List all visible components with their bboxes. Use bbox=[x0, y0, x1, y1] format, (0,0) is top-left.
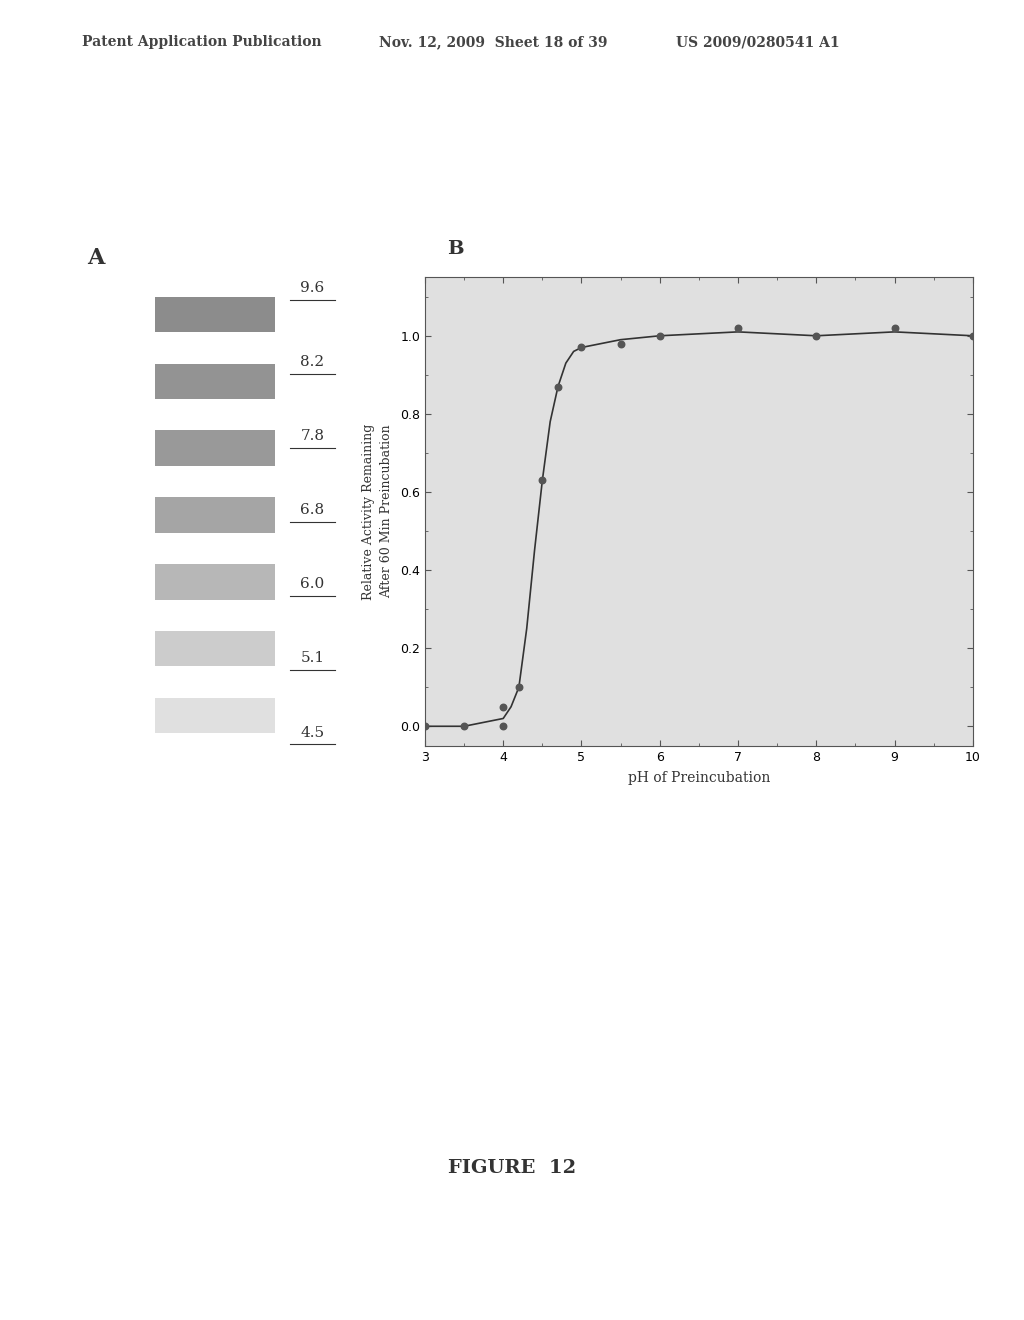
Point bbox=[730, 317, 746, 338]
Point bbox=[495, 696, 511, 717]
Text: 9.6: 9.6 bbox=[300, 281, 325, 294]
Bar bbox=[156, 363, 274, 399]
Point bbox=[651, 325, 668, 346]
Y-axis label: Relative Activity Remaining
After 60 Min Preincubation: Relative Activity Remaining After 60 Min… bbox=[362, 424, 393, 599]
Bar bbox=[156, 565, 274, 599]
Text: 6.0: 6.0 bbox=[300, 577, 325, 591]
Point bbox=[495, 715, 511, 737]
Point bbox=[612, 333, 629, 354]
Point bbox=[511, 677, 527, 698]
Bar bbox=[156, 498, 274, 532]
Text: US 2009/0280541 A1: US 2009/0280541 A1 bbox=[676, 36, 840, 49]
Point bbox=[550, 376, 566, 397]
Point bbox=[965, 325, 981, 346]
Text: A: A bbox=[87, 247, 104, 269]
Bar bbox=[156, 297, 274, 331]
Point bbox=[887, 317, 903, 338]
Text: Patent Application Publication: Patent Application Publication bbox=[82, 36, 322, 49]
Point bbox=[456, 715, 472, 737]
Point bbox=[573, 337, 590, 358]
Text: 4.5: 4.5 bbox=[300, 726, 325, 739]
Text: 5.1: 5.1 bbox=[300, 652, 325, 665]
Bar bbox=[156, 631, 274, 667]
Text: 7.8: 7.8 bbox=[300, 429, 325, 444]
Point bbox=[417, 715, 433, 737]
Text: Nov. 12, 2009  Sheet 18 of 39: Nov. 12, 2009 Sheet 18 of 39 bbox=[379, 36, 607, 49]
Text: FIGURE  12: FIGURE 12 bbox=[447, 1159, 577, 1177]
Point bbox=[808, 325, 824, 346]
Bar bbox=[156, 430, 274, 466]
Point bbox=[535, 470, 551, 491]
Bar bbox=[156, 698, 274, 734]
Text: B: B bbox=[446, 240, 464, 259]
X-axis label: pH of Preincubation: pH of Preincubation bbox=[628, 771, 770, 784]
Text: 6.8: 6.8 bbox=[300, 503, 325, 517]
Text: 8.2: 8.2 bbox=[300, 355, 325, 368]
